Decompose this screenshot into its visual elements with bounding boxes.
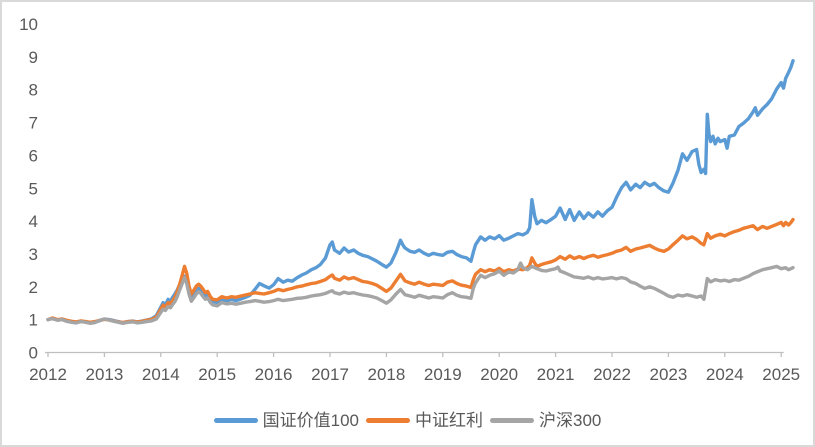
x-tick-label: 2025 bbox=[762, 365, 800, 384]
y-tick-label: 2 bbox=[29, 278, 38, 297]
x-tick-label: 2019 bbox=[424, 365, 462, 384]
legend-item-guozheng-value-100: 国证价值100 bbox=[213, 410, 359, 430]
y-tick-label: 5 bbox=[29, 179, 38, 198]
y-tick-label: 4 bbox=[29, 212, 38, 231]
x-tick-label: 2023 bbox=[649, 365, 687, 384]
x-tick-label: 2021 bbox=[537, 365, 575, 384]
y-tick-label: 6 bbox=[29, 146, 38, 165]
legend-swatch-blue bbox=[213, 417, 258, 423]
x-tick-label: 2016 bbox=[255, 365, 293, 384]
y-tick-label: 0 bbox=[29, 344, 38, 363]
x-tick-label: 2014 bbox=[142, 365, 180, 384]
legend-label: 沪深300 bbox=[539, 410, 602, 430]
y-tick-label: 7 bbox=[29, 114, 38, 133]
legend-item-zhongzheng-dividend: 中证红利 bbox=[366, 412, 483, 429]
legend-label: 中证红利 bbox=[415, 410, 483, 430]
series-line-1 bbox=[46, 217, 795, 325]
x-tick-label: 2015 bbox=[198, 365, 236, 384]
x-tick-label: 2012 bbox=[29, 365, 67, 384]
legend-swatch-gray bbox=[490, 417, 534, 423]
y-tick-label: 10 bbox=[19, 15, 38, 34]
legend-label: 国证价值100 bbox=[262, 410, 359, 430]
y-tick-label: 8 bbox=[29, 81, 38, 100]
legend-swatch-orange bbox=[366, 417, 410, 423]
x-tick-label: 2024 bbox=[706, 365, 744, 384]
y-tick-label: 1 bbox=[29, 311, 38, 330]
legend-item-hushen-300: 沪深300 bbox=[490, 412, 601, 429]
series-line-2 bbox=[46, 261, 795, 325]
x-tick-label: 2013 bbox=[85, 365, 123, 384]
chart-legend: 国证价值100 中证红利 沪深300 bbox=[2, 405, 813, 435]
y-tick-label: 3 bbox=[29, 245, 38, 264]
x-tick-label: 2017 bbox=[311, 365, 349, 384]
x-tick-label: 2022 bbox=[593, 365, 631, 384]
x-tick-label: 2018 bbox=[367, 365, 405, 384]
x-tick-label: 2020 bbox=[480, 365, 518, 384]
y-tick-label: 9 bbox=[29, 48, 38, 67]
